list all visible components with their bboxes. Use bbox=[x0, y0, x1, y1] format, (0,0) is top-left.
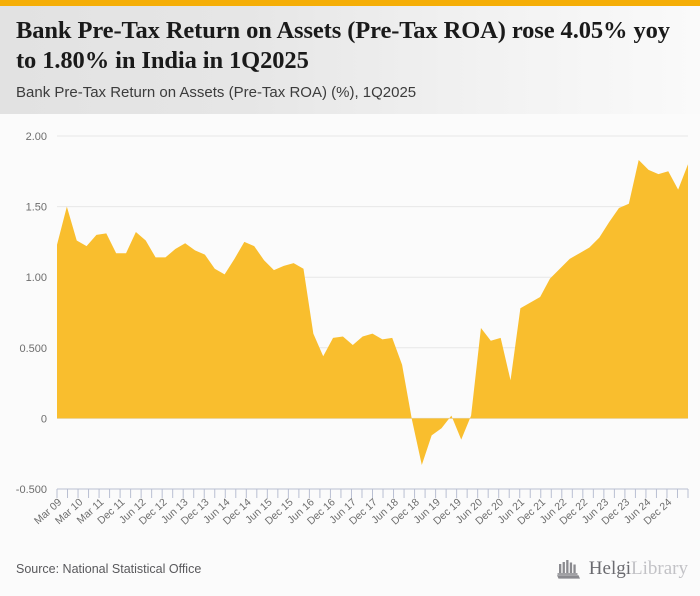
chart-subtitle: Bank Pre-Tax Return on Assets (Pre-Tax R… bbox=[16, 84, 417, 101]
logo-helgi-text: Helgi bbox=[588, 558, 632, 579]
y-axis-labels: 2.00 1.50 1.00 0.500 0 -0.500 bbox=[16, 131, 47, 496]
x-axis-ticks bbox=[56, 489, 689, 498]
source-note: Source: National Statistical Office bbox=[16, 562, 202, 576]
logo-wordmark: HelgiLibrary bbox=[589, 558, 688, 580]
logo-library-text: Library bbox=[631, 558, 688, 579]
y-tick-label: 0 bbox=[41, 413, 47, 425]
series-area-pretax-roa bbox=[57, 160, 688, 465]
y-tick-label: -0.500 bbox=[16, 484, 47, 496]
y-tick-label: 1.50 bbox=[26, 202, 47, 214]
page-title: Bank Pre-Tax Return on Assets (Pre-Tax R… bbox=[16, 17, 670, 74]
chart-plot-container: 2.00 1.50 1.00 0.500 0 -0.500 Mar 09 Mar 10 Mar… bbox=[0, 114, 700, 546]
chart-footer: Source: National Statistical Office Helg… bbox=[0, 546, 700, 596]
top-accent-bar bbox=[0, 0, 700, 6]
helgi-library-logo[interactable]: HelgiLibrary bbox=[556, 558, 688, 580]
y-tick-label: 0.500 bbox=[19, 343, 47, 355]
library-building-icon bbox=[556, 560, 580, 579]
chart-header: Bank Pre-Tax Return on Assets (Pre-Tax R… bbox=[0, 6, 700, 114]
y-tick-label: 1.00 bbox=[26, 272, 47, 284]
y-tick-label: 2.00 bbox=[26, 131, 47, 143]
